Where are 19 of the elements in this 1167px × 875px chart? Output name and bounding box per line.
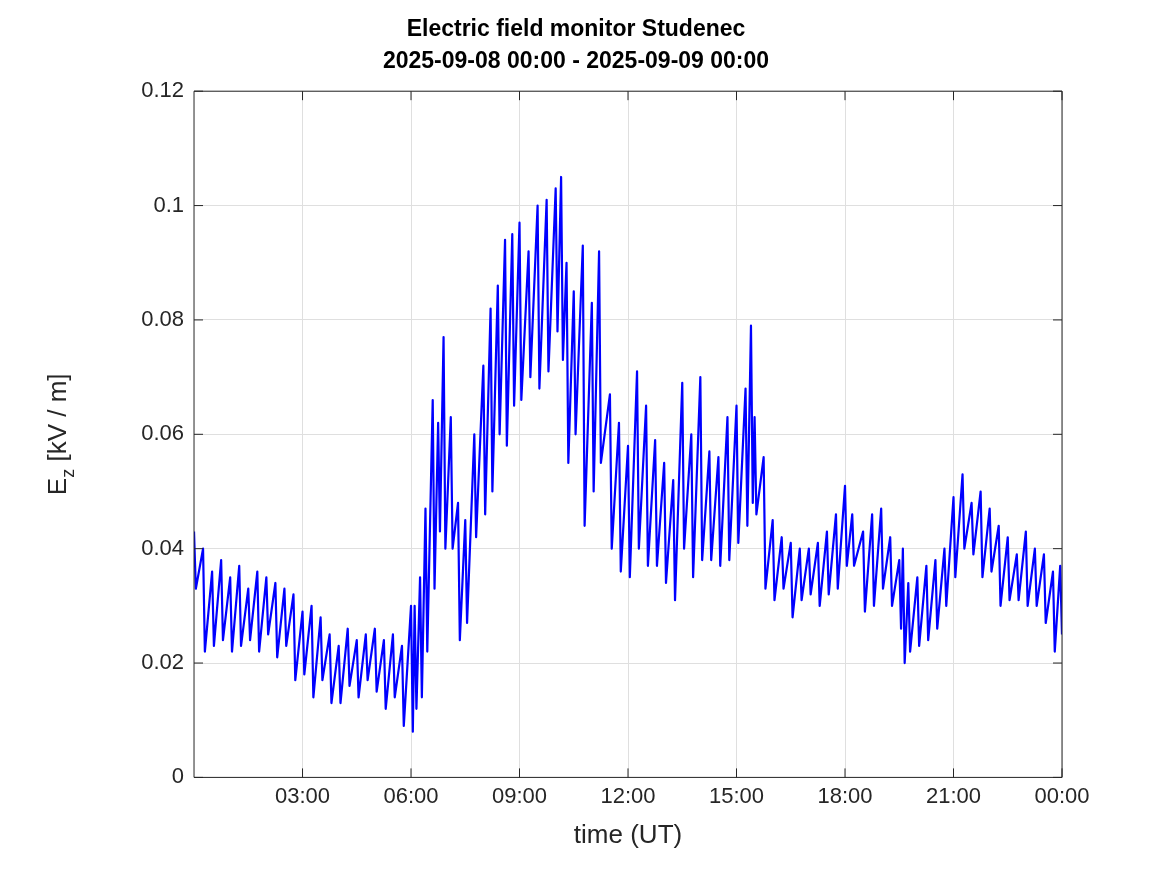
y-axis-title: Ez [kV / m] [42,373,78,496]
x-tick-label: 15:00 [708,782,765,808]
y-tick-label: 0.08 [141,306,185,331]
x-tick-label: 09:00 [491,782,548,808]
x-tick-label: 18:00 [817,782,873,808]
y-tick-label: 0.02 [141,649,185,675]
x-tick-label: 00:00 [1034,782,1090,808]
x-tick-label: 03:00 [274,782,331,808]
x-axis-title: time (UT) [573,818,683,849]
x-tick-label: 21:00 [925,782,982,808]
x-tick-label: 12:00 [600,782,656,808]
y-tick-label: 0.1 [153,191,185,217]
y-tick-label: 0 [171,763,185,789]
x-tick-label: 06:00 [383,782,439,808]
y-tick-label: 0.06 [141,420,185,446]
chart-subtitle: 2025-09-08 00:00 - 2025-09-09 00:00 [382,46,770,73]
chart-title: Electric field monitor Studenec [406,15,746,42]
y-tick-label: 0.12 [141,77,185,103]
y-tick-label: 0.04 [141,534,185,560]
